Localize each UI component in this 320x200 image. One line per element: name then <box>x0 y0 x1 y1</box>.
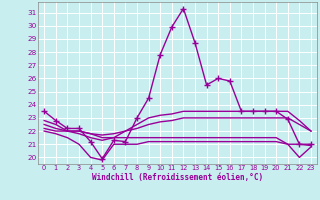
X-axis label: Windchill (Refroidissement éolien,°C): Windchill (Refroidissement éolien,°C) <box>92 173 263 182</box>
